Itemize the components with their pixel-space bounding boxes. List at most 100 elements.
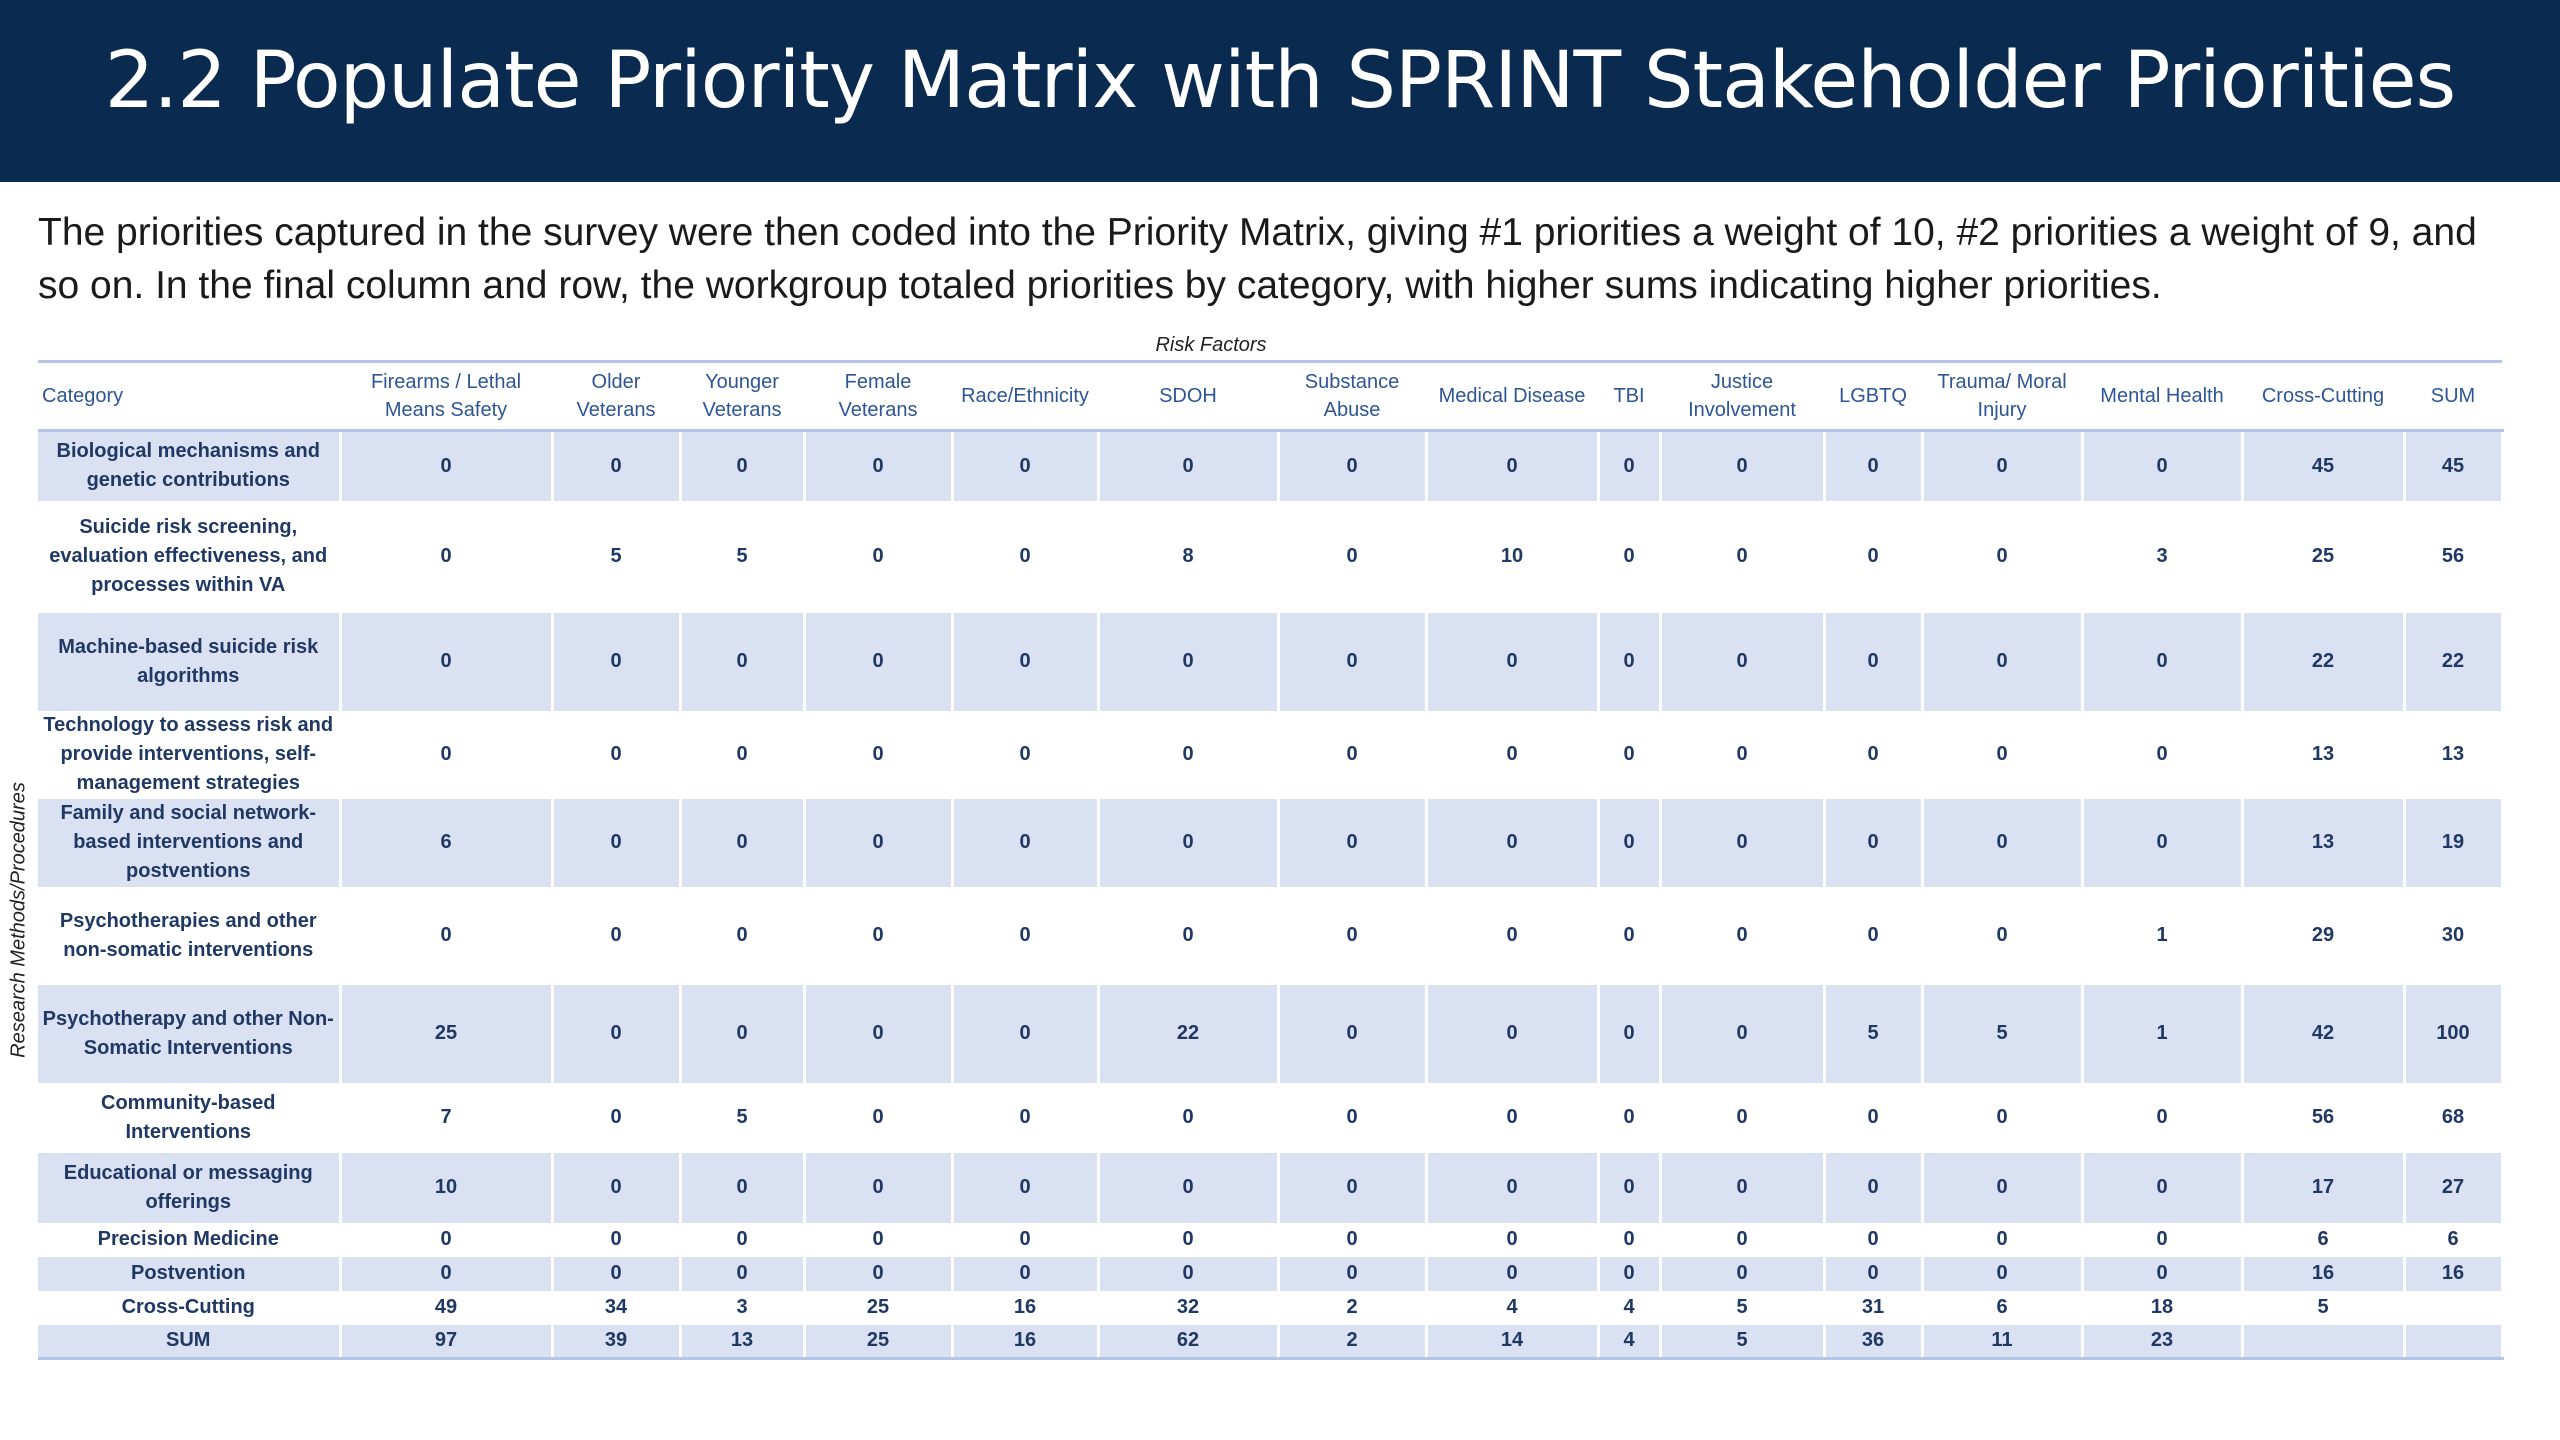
table-cell: 0 — [1922, 500, 2084, 613]
table-cell: 68 — [2404, 1082, 2504, 1153]
table-cell: 0 — [1098, 710, 1280, 799]
table-cell: 6 — [340, 798, 554, 887]
table-cell: 16 — [2242, 1256, 2406, 1291]
table-cell: 56 — [2404, 500, 2504, 613]
column-header: LGBTQ — [1824, 360, 1922, 432]
table-cell: 0 — [1598, 1082, 1662, 1153]
table-cell: 34 — [552, 1290, 682, 1325]
table-cell: 0 — [2082, 612, 2244, 711]
table-cell: 0 — [1426, 886, 1600, 985]
table-cell: 17 — [2242, 1152, 2406, 1223]
matrix-body: Biological mechanisms and genetic contri… — [38, 430, 2504, 1360]
table-cell: 0 — [1426, 1152, 1600, 1223]
table-cell: 0 — [1660, 500, 1826, 613]
table-row: Biological mechanisms and genetic contri… — [38, 430, 2504, 501]
table-cell: 0 — [1426, 430, 1600, 501]
table-cell: 0 — [1278, 798, 1428, 887]
table-cell: 19 — [2404, 798, 2504, 887]
table-cell: 3 — [680, 1290, 806, 1325]
table-cell: 0 — [1598, 984, 1662, 1083]
table-row: Suicide risk screening, evaluation effec… — [38, 500, 2504, 613]
table-cell: 42 — [2242, 984, 2406, 1083]
table-cell: 0 — [1098, 1222, 1280, 1257]
table-cell: 0 — [1922, 798, 2084, 887]
table-cell: 25 — [2242, 500, 2406, 613]
table-cell: 0 — [1098, 1152, 1280, 1223]
table-cell: 45 — [2404, 430, 2504, 501]
table-cell: 0 — [1660, 430, 1826, 501]
table-cell: 0 — [1098, 1256, 1280, 1291]
table-cell: 97 — [340, 1324, 554, 1360]
row-category-label: Psychotherapies and other non-somatic in… — [38, 886, 342, 985]
table-cell: 0 — [552, 1152, 682, 1223]
table-cell: 13 — [680, 1324, 806, 1360]
table-cell: 0 — [1598, 430, 1662, 501]
table-cell: 5 — [552, 500, 682, 613]
table-cell: 0 — [1660, 886, 1826, 985]
table-cell: 0 — [680, 1152, 806, 1223]
table-cell: 0 — [552, 886, 682, 985]
table-cell: 16 — [952, 1290, 1100, 1325]
table-cell: 0 — [1922, 612, 2084, 711]
table-cell: 0 — [1426, 984, 1600, 1083]
table-cell: 0 — [1660, 1222, 1826, 1257]
table-cell — [2404, 1324, 2504, 1360]
table-cell: 25 — [340, 984, 554, 1083]
table-cell: 5 — [680, 1082, 806, 1153]
table-cell: 0 — [552, 612, 682, 711]
column-header: Firearms / Lethal Means Safety — [340, 360, 552, 432]
table-cell: 0 — [804, 798, 954, 887]
table-cell: 100 — [2404, 984, 2504, 1083]
table-cell: 10 — [1426, 500, 1600, 613]
row-category-label: Machine-based suicide risk algorithms — [38, 612, 342, 711]
table-cell: 0 — [1426, 798, 1600, 887]
risk-factors-caption: Risk Factors — [1155, 334, 1267, 356]
table-cell: 0 — [952, 500, 1100, 613]
table-cell: 0 — [680, 798, 806, 887]
table-cell: 5 — [1824, 984, 1924, 1083]
table-row: SUM 97 39 13 25 16 62 2 14 4 5 36 11 23 — [38, 1324, 2504, 1360]
table-cell: 0 — [1598, 710, 1662, 799]
table-cell: 5 — [1660, 1290, 1826, 1325]
table-cell: 0 — [1598, 1256, 1662, 1291]
table-cell: 0 — [1922, 1082, 2084, 1153]
row-category-label: SUM — [38, 1324, 342, 1360]
table-row: Family and social network-based interven… — [38, 798, 2504, 887]
table-cell: 2 — [1278, 1290, 1428, 1325]
table-cell: 0 — [680, 612, 806, 711]
column-header: Female Veterans — [804, 360, 952, 432]
table-cell: 0 — [1824, 1222, 1924, 1257]
table-cell: 0 — [1598, 500, 1662, 613]
table-cell: 5 — [1660, 1324, 1826, 1360]
table-cell: 0 — [1660, 984, 1826, 1083]
table-cell: 0 — [1278, 710, 1428, 799]
table-cell: 0 — [1922, 710, 2084, 799]
row-category-label: Postvention — [38, 1256, 342, 1291]
table-cell: 22 — [2404, 612, 2504, 711]
column-header: Medical Disease — [1426, 360, 1598, 432]
table-cell: 0 — [680, 1222, 806, 1257]
table-cell: 11 — [1922, 1324, 2084, 1360]
table-cell: 62 — [1098, 1324, 1280, 1360]
table-cell: 0 — [952, 1152, 1100, 1223]
table-cell: 16 — [952, 1324, 1100, 1360]
table-cell: 0 — [1098, 1082, 1280, 1153]
table-cell: 0 — [952, 1082, 1100, 1153]
table-cell: 4 — [1598, 1324, 1662, 1360]
column-header: Older Veterans — [552, 360, 680, 432]
table-cell: 0 — [1660, 798, 1826, 887]
table-cell: 0 — [1824, 798, 1924, 887]
table-cell: 0 — [1824, 1082, 1924, 1153]
table-cell: 0 — [1278, 612, 1428, 711]
table-cell: 13 — [2242, 710, 2406, 799]
slide-title: 2.2 Populate Priority Matrix with SPRINT… — [104, 36, 2456, 126]
table-cell: 8 — [1098, 500, 1280, 613]
table-cell: 0 — [952, 430, 1100, 501]
table-cell: 7 — [340, 1082, 554, 1153]
table-cell: 0 — [552, 1082, 682, 1153]
table-cell: 0 — [680, 886, 806, 985]
table-row: Psychotherapy and other Non-Somatic Inte… — [38, 984, 2504, 1083]
table-cell: 6 — [2242, 1222, 2406, 1257]
table-cell: 0 — [804, 886, 954, 985]
table-cell: 0 — [2082, 798, 2244, 887]
